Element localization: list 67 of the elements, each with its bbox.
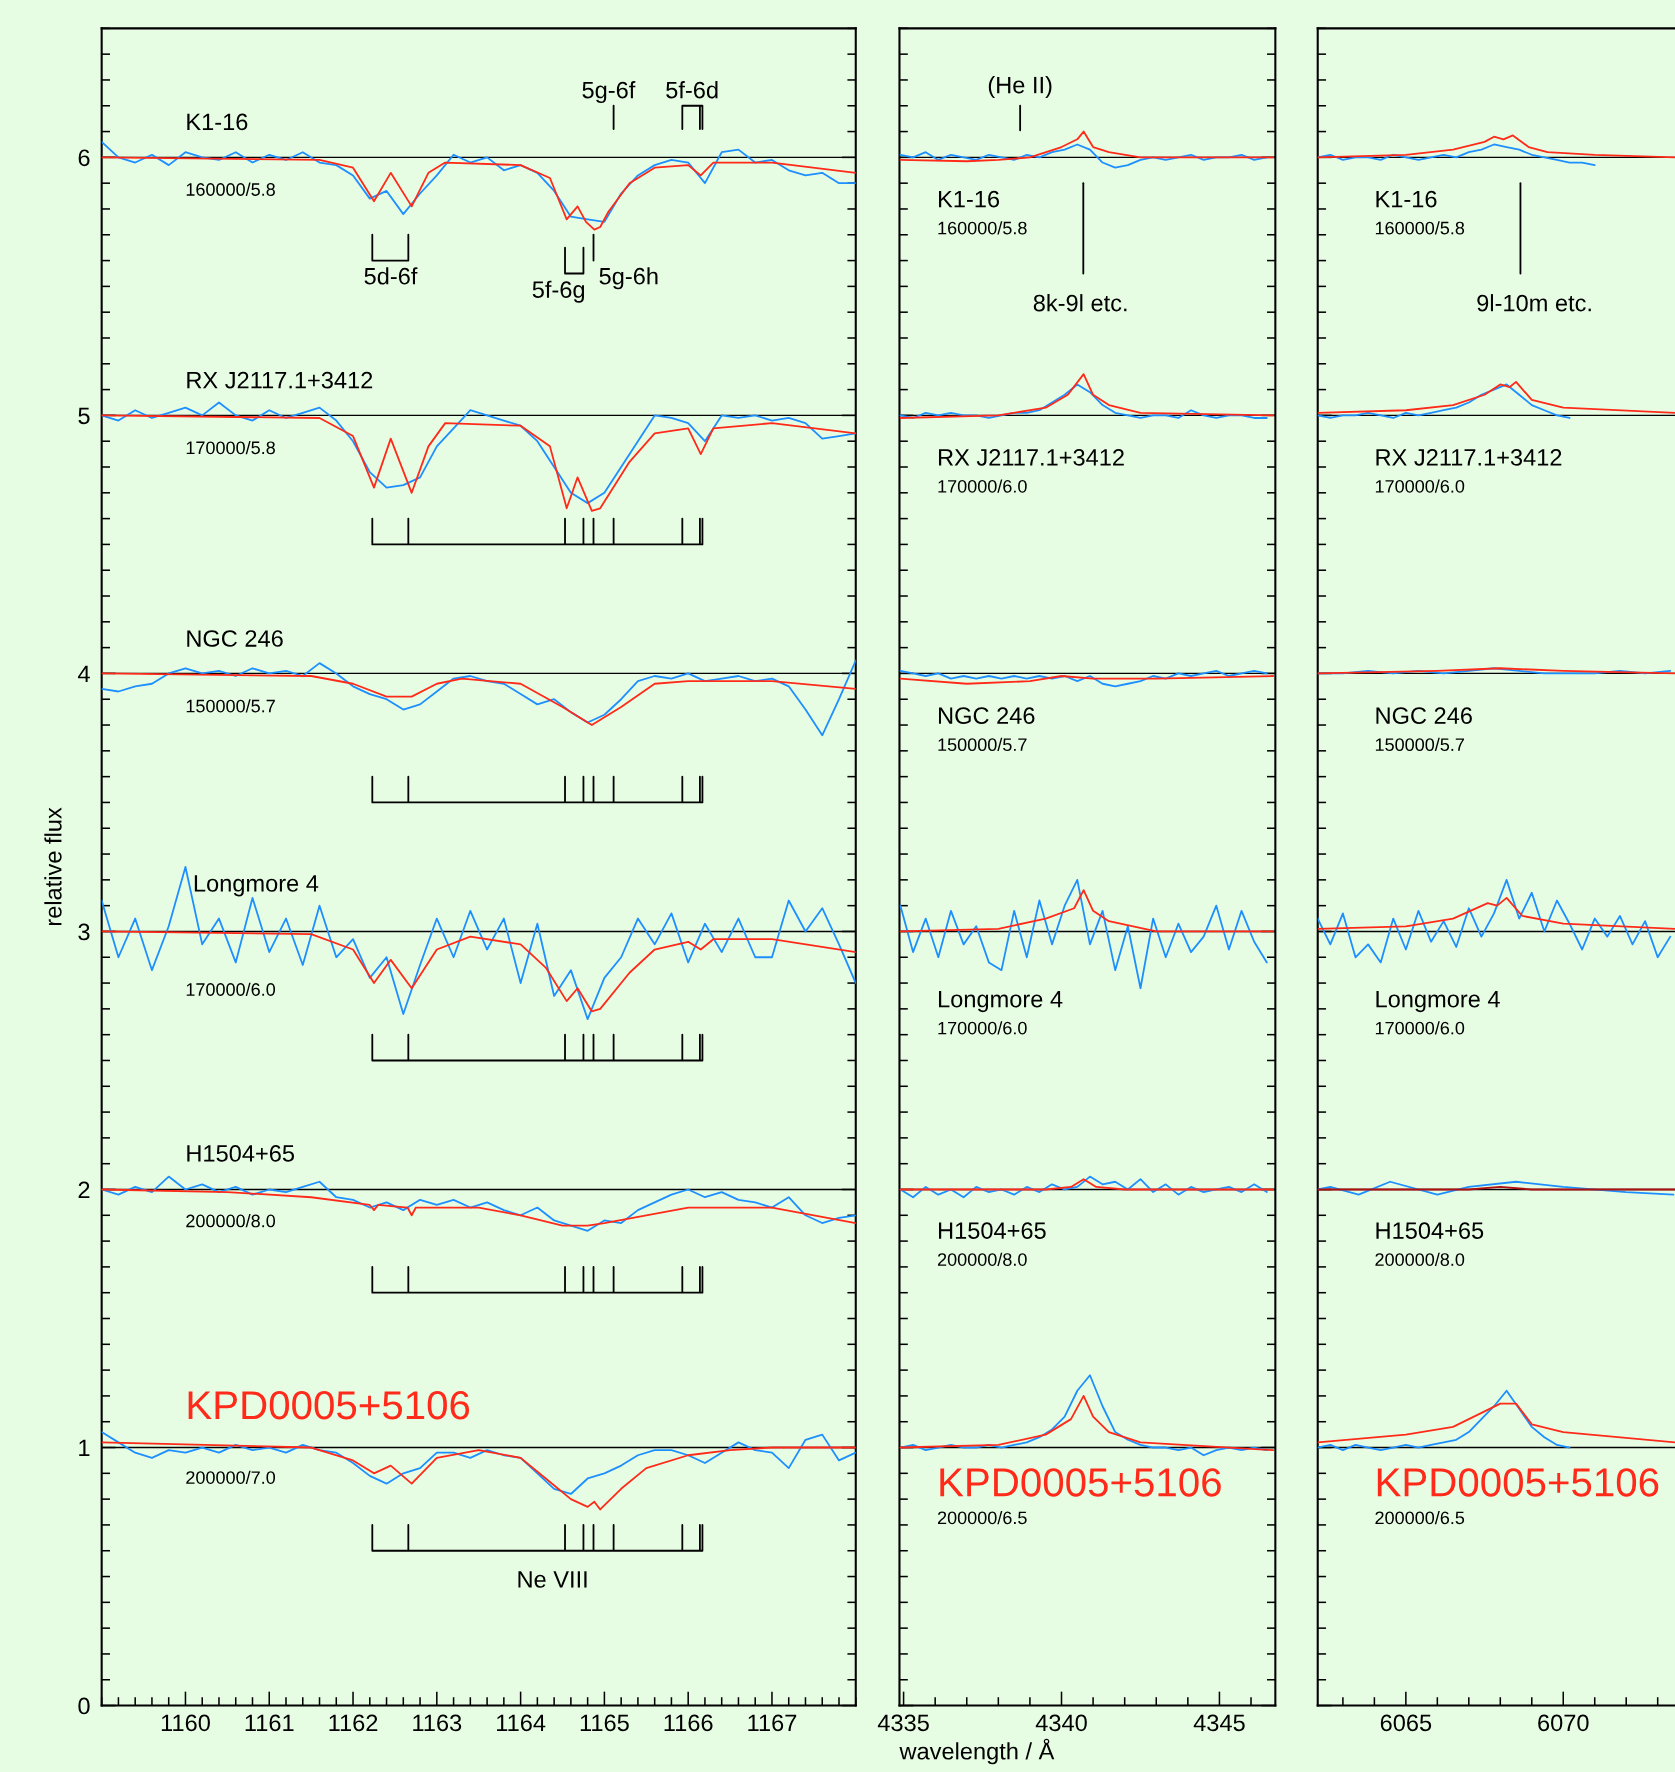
x-tick-label: 1165 xyxy=(580,1714,629,1732)
annotation: 5g-6f xyxy=(582,81,636,104)
annotation: KPD0005+5106 xyxy=(940,1468,1221,1497)
y-tick-label: 0 xyxy=(78,1697,90,1715)
y-tick-label: 1 xyxy=(79,1439,90,1457)
x-tick-label: 1163 xyxy=(413,1714,462,1732)
annotation: 170000/6.0 xyxy=(1375,1021,1465,1035)
annotation: 150000/5.7 xyxy=(1375,737,1464,752)
annotation: 200000/8.0 xyxy=(1375,1252,1465,1266)
annotation: 170000/6.0 xyxy=(186,982,276,996)
annotation: RX J2117.1+3412 xyxy=(1376,449,1562,466)
annotation: 160000/5.8 xyxy=(1375,221,1465,235)
annotation: NGC 246 xyxy=(1376,707,1472,725)
x-tick-label: 4340 xyxy=(1035,1714,1087,1732)
x-tick-label: 4345 xyxy=(1193,1714,1245,1732)
annotation: 170000/6.0 xyxy=(938,479,1027,493)
annotation: H1504+65 xyxy=(1376,1222,1484,1239)
annotation: Longmore 4 xyxy=(1376,990,1500,1013)
annotation: 200000/8.0 xyxy=(186,1214,276,1228)
annotation: 160000/5.8 xyxy=(938,221,1027,235)
annotation: 5f-6g xyxy=(532,280,585,303)
annotation: 200000/7.0 xyxy=(186,1470,276,1484)
annotation: NGC 246 xyxy=(187,630,283,647)
annotation: (He II) xyxy=(988,76,1052,99)
annotation: Ne VIII xyxy=(518,1571,587,1588)
annotation: 5g-6h xyxy=(599,267,658,290)
annotation: Longmore 4 xyxy=(194,875,319,897)
x-tick-label: 6065 xyxy=(1380,1714,1432,1732)
x-axis-title: wavelength / Å xyxy=(899,1738,1055,1765)
x-tick-label: 1162 xyxy=(329,1714,378,1732)
y-tick-label: 4 xyxy=(77,665,90,682)
annotation: K1-16 xyxy=(939,190,1000,208)
annotation: 170000/6.0 xyxy=(1375,479,1465,493)
annotation: 200000/8.0 xyxy=(937,1252,1027,1266)
x-tick-label: 6070 xyxy=(1538,1714,1589,1732)
annotation: NGC 246 xyxy=(939,707,1035,725)
annotation: 200000/6.5 xyxy=(937,1510,1027,1525)
annotation: Longmore 4 xyxy=(939,990,1063,1013)
x-tick-label: 1160 xyxy=(161,1714,210,1732)
x-tick-label: 1167 xyxy=(748,1714,797,1732)
annotation: 5d-6f xyxy=(364,267,418,285)
annotation: RX J2117.1+3412 xyxy=(939,449,1124,466)
x-tick-label: 1161 xyxy=(245,1714,294,1732)
x-tick-label: 1166 xyxy=(664,1714,713,1732)
y-tick-label: 2 xyxy=(78,1181,90,1199)
annotation: RX J2117.1+3412 xyxy=(187,371,373,389)
annotation: K1-16 xyxy=(187,113,248,131)
x-tick-label: 4335 xyxy=(877,1714,929,1732)
annotation: 170000/6.0 xyxy=(938,1021,1027,1035)
annotation: H1504+65 xyxy=(939,1222,1046,1239)
annotation: 5f-6d xyxy=(666,81,718,99)
annotation: 8k-9l etc. xyxy=(1033,294,1127,312)
annotation: 150000/5.7 xyxy=(938,737,1027,752)
annotation: 160000/5.8 xyxy=(186,182,275,196)
annotation: H1504+65 xyxy=(187,1145,295,1162)
annotation: K1-16 xyxy=(1376,190,1437,208)
y-tick-label: 6 xyxy=(78,149,90,167)
y-axis-title: relative flux xyxy=(44,807,62,926)
annotation: 200000/6.5 xyxy=(1375,1510,1465,1525)
y-tick-label: 3 xyxy=(78,923,90,941)
annotation: 170000/5.8 xyxy=(186,440,275,455)
annotation: 150000/5.7 xyxy=(186,699,275,713)
x-tick-label: 1164 xyxy=(497,1714,546,1732)
annotation: KPD0005+5106 xyxy=(188,1390,470,1420)
y-tick-label: 5 xyxy=(78,407,90,425)
annotation: KPD0005+5106 xyxy=(1377,1468,1659,1497)
annotation: 9l-10m etc. xyxy=(1477,294,1591,312)
